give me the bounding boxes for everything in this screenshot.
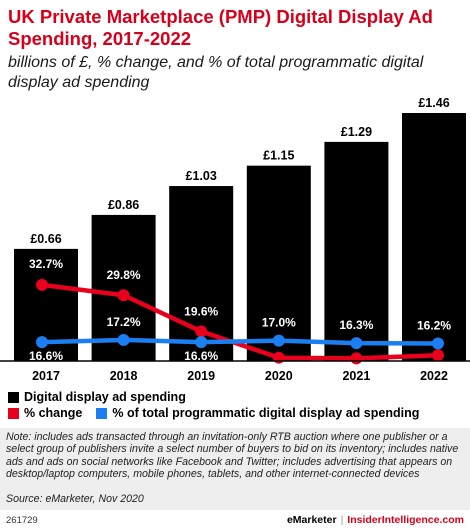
x-tick-2017: 2017 — [32, 369, 60, 383]
x-tick-2020: 2020 — [265, 369, 293, 383]
point-pct-programmatic-2020 — [272, 334, 285, 347]
point-pct-change-2017 — [36, 278, 48, 291]
point-label-pct-change-2021: 12.0% — [339, 368, 373, 382]
point-label-pct-change-2019: 19.6% — [184, 304, 218, 318]
note-panel — [0, 428, 470, 510]
point-label-pct-programmatic-2017: 16.6% — [29, 349, 63, 363]
legend-label-bar: Digital display ad spending — [24, 390, 186, 404]
chart-source: Source: eMarketer, Nov 2020 — [6, 493, 144, 505]
bar-label-2019: £1.03 — [186, 169, 217, 183]
point-pct-change-2019 — [195, 325, 208, 338]
point-label-pct-programmatic-2018: 17.2% — [107, 315, 141, 329]
point-label-pct-change-2022: 12.9% — [417, 365, 451, 379]
legend-label-blue: % of total programmatic digital display … — [112, 406, 420, 420]
point-pct-programmatic-2021 — [350, 337, 363, 350]
chart-title: UK Private Marketplace (PMP) Digital Dis… — [8, 6, 433, 49]
bar-2020 — [246, 165, 311, 361]
point-label-pct-programmatic-2021: 16.3% — [339, 318, 373, 332]
point-pct-change-2022 — [432, 349, 444, 362]
bar-2021 — [324, 141, 389, 361]
point-label-pct-programmatic-2022: 16.2% — [417, 318, 451, 332]
point-pct-change-2018 — [117, 289, 130, 302]
point-pct-change-2020 — [272, 351, 285, 364]
legend-swatch-bar — [8, 391, 19, 403]
line-pct-change — [41, 282, 439, 361]
point-pct-programmatic-2019 — [195, 336, 208, 349]
chart-subtitle: billions of £, % change, and % of total … — [8, 54, 424, 91]
point-label-pct-change-2017: 32.7% — [29, 257, 63, 271]
point-label-pct-change-2020: 12.2% — [262, 368, 296, 382]
x-tick-2019: 2019 — [187, 369, 215, 383]
bar-label-2021: £1.29 — [341, 125, 372, 139]
bar-label-2020: £1.15 — [263, 149, 294, 163]
chart-note: Note: includes ads transacted through an… — [6, 431, 459, 481]
point-pct-programmatic-2022 — [432, 337, 444, 350]
bar-label-2018: £0.86 — [108, 198, 139, 212]
brand-separator: | — [340, 514, 344, 526]
point-label-pct-change-2018: 29.8% — [107, 268, 141, 282]
line-pct-programmatic — [41, 337, 439, 346]
chart-id: 261729 — [6, 515, 38, 526]
legend-swatch-blue — [96, 407, 108, 419]
point-label-pct-programmatic-2020: 17.0% — [262, 316, 296, 330]
legend-label-red: % change — [24, 406, 83, 420]
point-pct-programmatic-2017 — [36, 336, 48, 349]
brand-emarketer: eMarketer — [286, 514, 337, 526]
x-tick-2021: 2021 — [342, 369, 370, 383]
point-label-pct-programmatic-2019: 16.6% — [184, 349, 218, 363]
point-pct-programmatic-2018 — [117, 333, 130, 346]
bar-label-2017: £0.66 — [30, 232, 61, 246]
combo-chart: £0.66 £0.86 £1.03 £1.15 £1.29 £1.46 32.7% 29.8%… — [0, 96, 470, 383]
footer-brand: eMarketer | InsiderIntelligence.com — [287, 514, 464, 526]
x-tick-2022: 2022 — [420, 369, 448, 383]
brand-insider-intelligence: InsiderIntelligence.com — [347, 514, 464, 526]
x-tick-2018: 2018 — [110, 369, 138, 383]
legend-swatch-red — [8, 407, 19, 419]
point-pct-change-2021 — [350, 352, 363, 365]
bar-label-2022: £1.46 — [418, 96, 449, 110]
legend-row-2: % change % of total programmatic digital… — [8, 406, 419, 420]
legend-row-1: Digital display ad spending — [8, 390, 186, 404]
bar-2022 — [402, 113, 466, 361]
